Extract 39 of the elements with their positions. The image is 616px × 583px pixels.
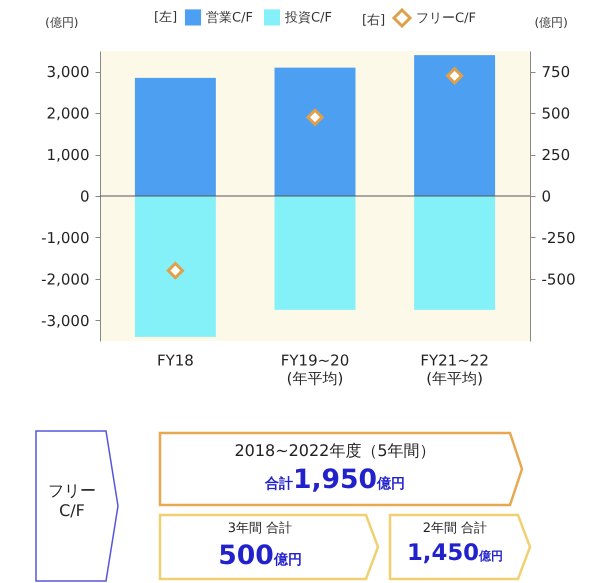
bar xyxy=(274,68,356,196)
y-axis-title: (億円) xyxy=(45,16,78,30)
y-tick-label: -3,000 xyxy=(41,312,90,330)
point xyxy=(446,67,464,84)
text: 2018~2022年度（5年間） xyxy=(233,441,437,461)
bar xyxy=(134,196,216,337)
y-tick-label: -2,000 xyxy=(41,270,90,288)
bar xyxy=(134,78,216,196)
text: [左] xyxy=(154,10,178,25)
x-tick-label: FY21~22 (年平均) xyxy=(420,352,489,388)
point xyxy=(306,108,324,126)
y2-tick-label: 500 xyxy=(542,104,570,123)
text: 3年間 合計 xyxy=(226,521,294,538)
text: 2年間 合計 xyxy=(422,521,488,538)
x-tick-label: FY19~20 (年平均) xyxy=(280,352,350,388)
y-tick-label: 1,000 xyxy=(46,146,90,164)
y2-tick-label: 750 xyxy=(542,63,570,82)
bar xyxy=(274,196,356,310)
y2-axis-title: (億円) xyxy=(534,16,568,30)
y2-tick-label: 250 xyxy=(542,146,570,164)
legend-label: フリーC/F xyxy=(416,11,476,26)
text: 500億円 xyxy=(218,540,302,571)
text: [右] xyxy=(362,13,386,28)
y-tick-label: 3,000 xyxy=(46,63,90,82)
text: 合計1,950億円 xyxy=(264,464,406,495)
x-tick-label: FY18 xyxy=(156,352,194,370)
legend-label: 投資C/F xyxy=(284,10,332,26)
y-tick-label: -1,000 xyxy=(41,228,90,247)
point xyxy=(166,262,184,280)
y2-tick-label: 0 xyxy=(542,188,552,206)
text: フリー C/F xyxy=(47,481,97,521)
legend-label: 営業C/F xyxy=(206,10,253,26)
y-tick-label: 2,000 xyxy=(46,104,90,123)
text: 1,450億円 xyxy=(406,540,504,566)
y2-tick-label: -250 xyxy=(542,228,576,247)
y2-tick-label: -500 xyxy=(542,270,576,288)
bar xyxy=(414,55,496,196)
y-tick-label: 0 xyxy=(80,188,90,206)
bar xyxy=(414,196,496,310)
